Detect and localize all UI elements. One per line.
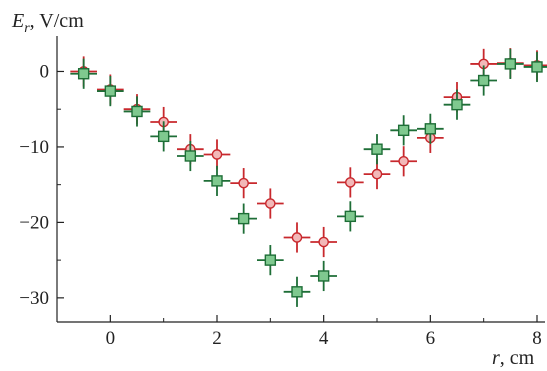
data-point [123,96,151,127]
x-axis-title: r, cm [492,347,535,369]
square-marker [77,68,90,80]
data-point [177,140,204,172]
data-point [283,222,311,253]
x-axis-unit: , cm [500,347,535,369]
square-marker [104,85,117,97]
square-marker [211,175,223,187]
circle-marker [265,198,276,209]
square-marker [157,130,170,143]
x-tick-label: 6 [426,328,436,349]
svg-text:r, cm: r, cm [492,347,535,369]
data-point [150,121,177,152]
data-point [337,167,364,198]
data-point [417,113,444,144]
svg-text:Er, V/cm: Er, V/cm [11,10,84,36]
square-marker [264,254,277,266]
square-marker [371,143,383,155]
circle-marker [211,149,223,160]
x-tick-label: 2 [212,328,222,349]
x-tick-label: 4 [319,328,329,349]
data-point [70,58,97,89]
circle-marker [398,155,409,167]
circle-marker [371,168,383,180]
ticks: 0 2 4 6 8 0 −10 −20 −30 [19,61,541,349]
square-marker [291,286,303,298]
square-marker [317,270,330,282]
data-point [523,51,547,83]
circle-marker [238,177,249,189]
data-point [470,65,497,96]
circle-marker [291,232,303,243]
y-tick-label: −30 [19,288,49,309]
x-tick-label: 8 [532,328,542,349]
square-marker [451,98,463,111]
data-points [70,48,547,307]
data-point [310,260,337,292]
data-point [203,139,231,170]
data-point [203,165,231,196]
data-point [310,226,337,258]
data-point [337,201,364,232]
circle-marker [318,236,329,248]
y-axis-unit: , V/cm [30,10,85,32]
series-square [70,48,547,307]
x-tick-label: 0 [106,328,116,349]
data-point [443,89,471,120]
square-marker [131,105,143,118]
series-circle [70,48,547,258]
axes [56,36,545,323]
data-point [257,188,284,219]
square-marker [531,61,543,73]
square-marker [237,212,250,225]
y-axis-subscript: r [24,21,30,36]
data-point [230,203,257,234]
data-point [257,245,284,276]
data-point [390,115,417,146]
data-point [230,168,257,199]
y-axis-symbol: E [11,10,24,32]
data-point [363,134,391,165]
y-tick-label: −10 [19,137,49,158]
circle-marker [345,177,356,188]
data-point [497,48,524,80]
y-axis-title: Er, V/cm [11,10,84,36]
square-marker [397,124,410,137]
y-tick-label: 0 [40,61,50,82]
y-tick-label: −20 [19,212,49,233]
square-marker [344,210,357,223]
square-marker [477,74,490,87]
data-point [97,75,124,107]
data-point [390,146,417,177]
square-marker [504,58,517,70]
square-marker [184,150,197,162]
data-point [283,276,311,307]
square-marker [424,123,437,135]
x-axis-symbol: r [492,347,500,369]
